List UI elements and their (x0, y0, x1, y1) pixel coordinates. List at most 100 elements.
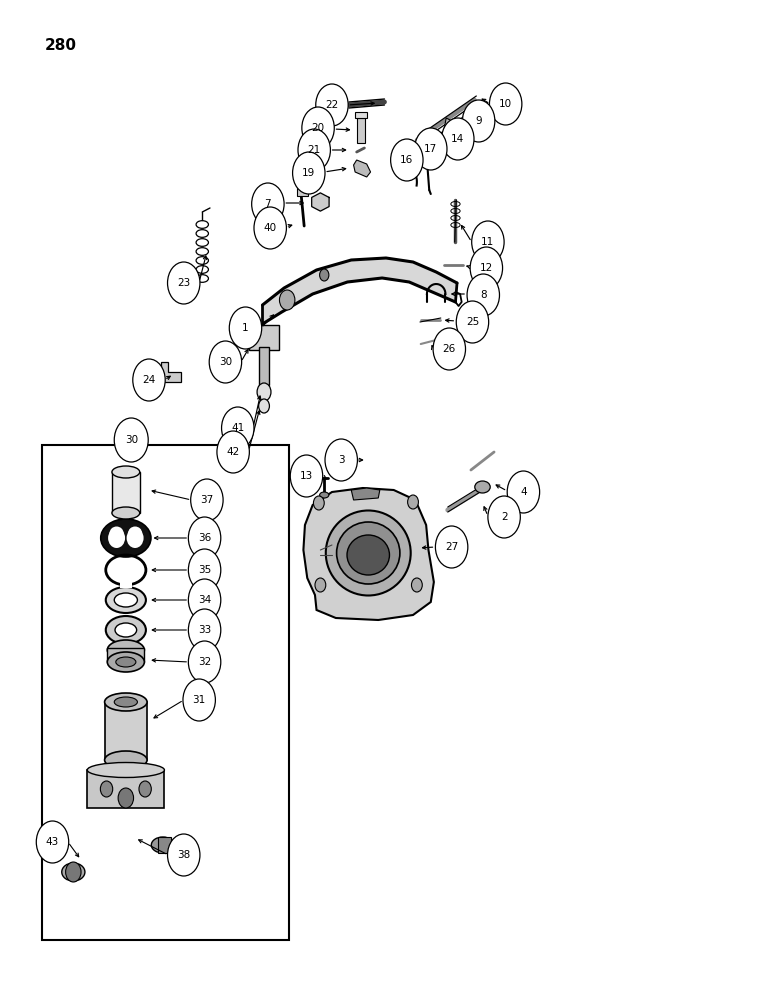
Bar (259, 347, 269, 385)
Circle shape (188, 641, 221, 683)
Ellipse shape (127, 528, 144, 548)
Circle shape (391, 139, 423, 181)
Circle shape (325, 439, 357, 481)
Circle shape (435, 526, 468, 568)
Ellipse shape (107, 652, 144, 672)
Circle shape (252, 183, 284, 225)
Ellipse shape (337, 522, 400, 584)
Circle shape (313, 496, 324, 510)
Circle shape (320, 269, 329, 281)
Ellipse shape (105, 693, 147, 711)
Text: 12: 12 (479, 263, 493, 273)
Circle shape (133, 359, 165, 401)
Circle shape (191, 479, 223, 521)
Polygon shape (444, 118, 459, 140)
Bar (158, 837, 171, 853)
Ellipse shape (114, 593, 137, 607)
Circle shape (315, 578, 326, 592)
Text: 22: 22 (325, 100, 339, 110)
Circle shape (168, 834, 200, 876)
Circle shape (488, 496, 520, 538)
Bar (249, 325, 279, 350)
Text: 36: 36 (198, 533, 212, 543)
Polygon shape (312, 193, 329, 211)
Text: 20: 20 (311, 123, 325, 133)
Circle shape (114, 418, 148, 462)
Text: 33: 33 (198, 625, 212, 635)
Bar (357, 118, 365, 143)
Text: 7: 7 (265, 199, 271, 209)
Circle shape (433, 328, 466, 370)
Circle shape (456, 301, 489, 343)
Circle shape (411, 578, 422, 592)
Circle shape (188, 517, 221, 559)
Bar (112, 472, 140, 513)
Ellipse shape (320, 492, 329, 498)
Circle shape (408, 495, 418, 509)
Text: 41: 41 (231, 423, 245, 433)
Circle shape (507, 471, 540, 513)
Circle shape (442, 118, 474, 160)
Ellipse shape (114, 697, 137, 707)
Bar (107, 648, 144, 662)
Circle shape (229, 307, 262, 349)
Circle shape (183, 679, 215, 721)
Ellipse shape (62, 863, 85, 881)
Bar (120, 578, 132, 588)
Text: 280: 280 (45, 38, 76, 53)
Text: 31: 31 (192, 695, 206, 705)
Ellipse shape (151, 837, 174, 853)
Circle shape (259, 399, 269, 413)
Text: 25: 25 (466, 317, 479, 327)
Ellipse shape (87, 762, 164, 778)
Text: 42: 42 (226, 447, 240, 457)
Ellipse shape (100, 519, 151, 557)
Circle shape (467, 274, 499, 316)
Text: 21: 21 (307, 145, 321, 155)
Text: 3: 3 (338, 455, 344, 465)
Circle shape (118, 788, 134, 808)
Text: 37: 37 (200, 495, 214, 505)
Text: 32: 32 (198, 657, 212, 667)
Circle shape (489, 83, 522, 125)
Text: 30: 30 (218, 357, 232, 367)
Text: 13: 13 (300, 471, 313, 481)
Circle shape (298, 129, 330, 171)
Circle shape (257, 383, 271, 401)
Text: 24: 24 (142, 375, 156, 385)
Ellipse shape (115, 623, 137, 637)
Polygon shape (351, 488, 380, 500)
Ellipse shape (105, 751, 147, 769)
Ellipse shape (106, 616, 146, 644)
Text: 16: 16 (400, 155, 414, 165)
Circle shape (290, 455, 323, 497)
Ellipse shape (110, 526, 124, 540)
Text: 11: 11 (481, 237, 495, 247)
Text: 2: 2 (501, 512, 507, 522)
Circle shape (100, 781, 113, 797)
Circle shape (462, 100, 495, 142)
Circle shape (316, 84, 348, 126)
Circle shape (470, 247, 503, 289)
Ellipse shape (107, 640, 144, 660)
Circle shape (188, 549, 221, 591)
Bar (105, 702, 147, 760)
Circle shape (188, 609, 221, 651)
Text: 40: 40 (263, 223, 277, 233)
Bar (42, 445, 290, 940)
Bar (355, 112, 367, 118)
Ellipse shape (112, 507, 140, 519)
Polygon shape (262, 258, 457, 324)
Ellipse shape (475, 481, 490, 493)
Circle shape (188, 579, 221, 621)
Text: 1: 1 (242, 323, 249, 333)
Text: 27: 27 (445, 542, 459, 552)
Circle shape (168, 262, 200, 304)
Circle shape (254, 207, 286, 249)
Text: 19: 19 (302, 168, 316, 178)
Text: 23: 23 (177, 278, 191, 288)
Ellipse shape (112, 466, 140, 478)
Text: 30: 30 (124, 435, 138, 445)
Circle shape (279, 290, 295, 310)
Text: 4: 4 (520, 487, 527, 497)
